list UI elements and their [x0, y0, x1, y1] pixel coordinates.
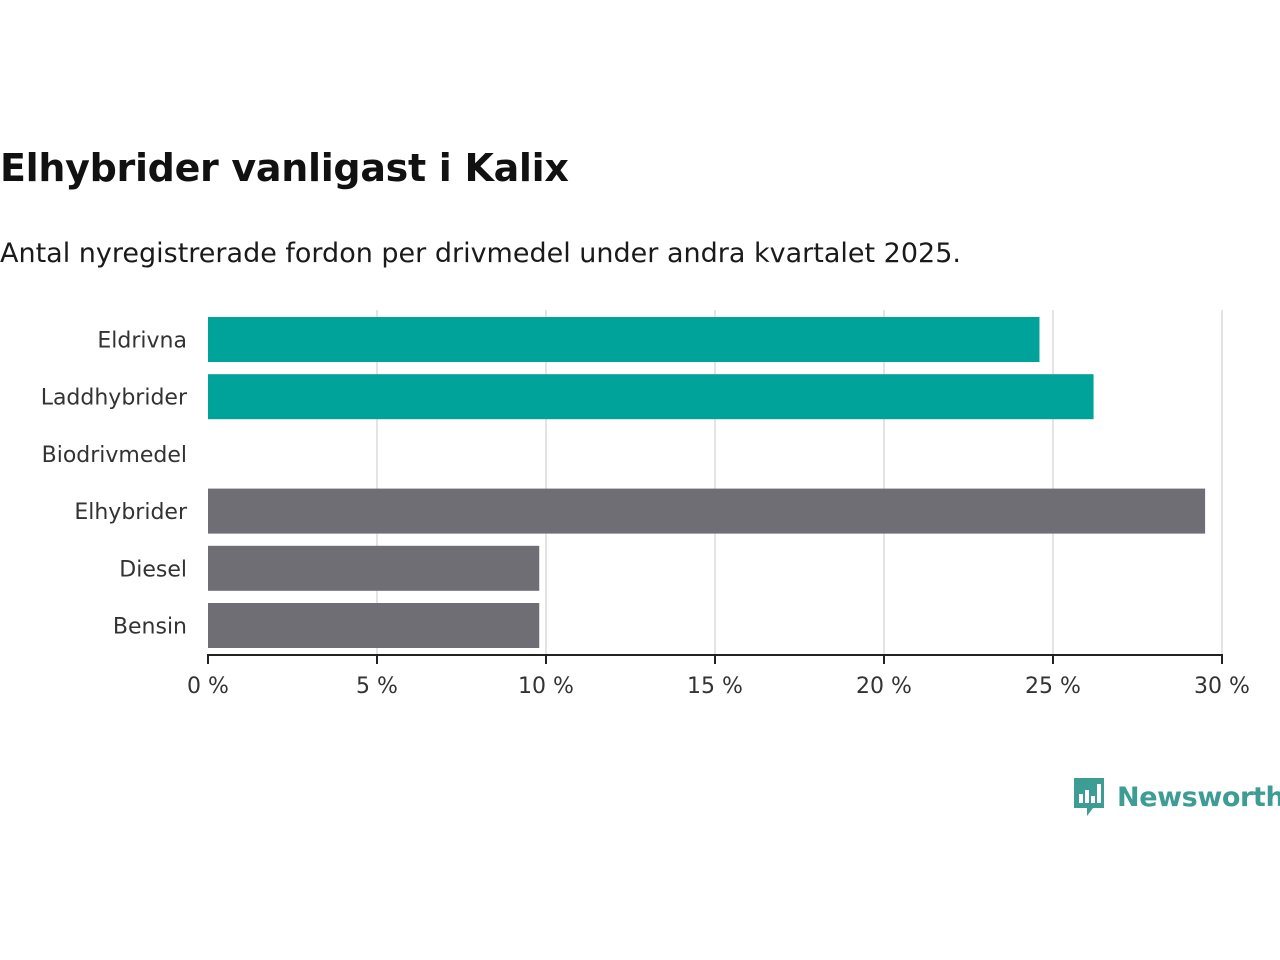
bars [208, 317, 1206, 648]
logo-text: Newsworthy [1117, 781, 1280, 813]
chart-subtitle: Antal nyregistrerade fordon per drivmede… [0, 238, 961, 269]
category-label: Biodrivmedel [42, 443, 187, 468]
category-label: Diesel [119, 557, 187, 582]
category-label: Elhybrider [74, 500, 188, 525]
category-label: Eldrivna [97, 329, 187, 354]
x-tick-label: 25 % [1025, 674, 1081, 699]
newsworthy-logo: Newsworthy [1072, 776, 1280, 818]
category-labels: Eldrivna Laddhybrider Biodrivmedel Elhybrid… [41, 329, 188, 640]
bar [208, 603, 540, 648]
x-tick-label: 20 % [856, 674, 912, 699]
x-tick-label: 10 % [518, 674, 574, 699]
x-tick-label: 0 % [187, 674, 229, 699]
bar-chart-speech-bubble-icon [1074, 778, 1104, 816]
x-axis: 0 % 5 % 10 % 15 % 20 % 25 % 30 % [187, 654, 1250, 699]
chart-title: Elhybrider vanligast i Kalix [0, 146, 569, 190]
category-label: Bensin [113, 615, 187, 640]
bar [208, 317, 1040, 362]
gridlines [376, 310, 1223, 655]
x-tick-label: 15 % [687, 674, 743, 699]
x-tick-label: 5 % [356, 674, 398, 699]
bar [208, 374, 1094, 420]
bar [208, 488, 1206, 534]
category-label: Laddhybrider [41, 386, 188, 411]
bar [208, 545, 540, 591]
x-tick-label: 30 % [1194, 674, 1250, 699]
